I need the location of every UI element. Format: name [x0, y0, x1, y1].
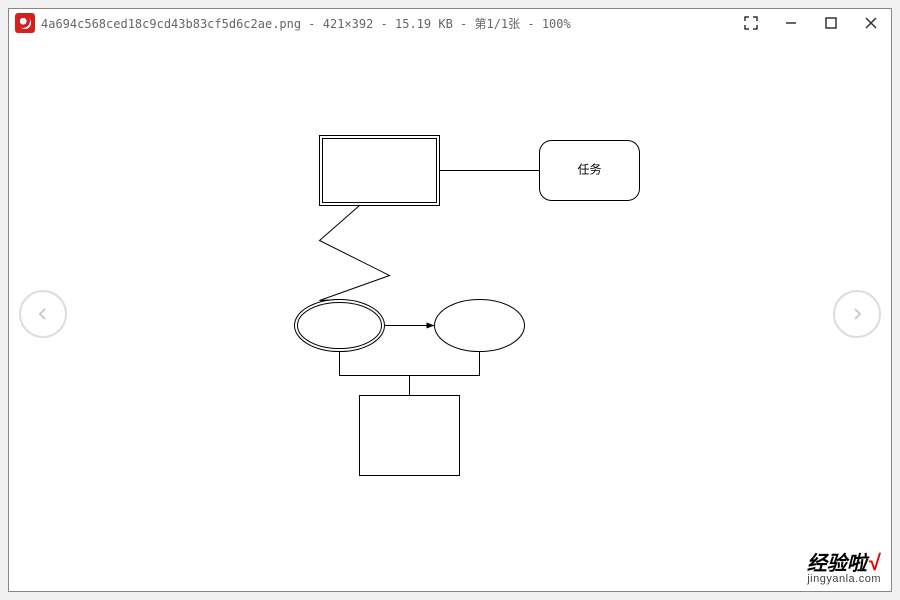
prev-image-button[interactable]	[19, 290, 67, 338]
watermark-check-icon: √	[869, 550, 881, 575]
svg-text:任务: 任务	[577, 162, 601, 177]
app-icon	[15, 13, 35, 33]
maximize-button[interactable]	[811, 9, 851, 37]
close-icon	[864, 16, 878, 30]
close-button[interactable]	[851, 9, 891, 37]
content-area: 任务 经验啦√ jingyanla.com	[9, 37, 891, 591]
window-title: 4a694c568ced18c9cd43b83cf5d6c2ae.png - 4…	[41, 15, 571, 32]
watermark-text: 经验啦	[807, 553, 867, 575]
fullscreen-icon	[744, 16, 758, 30]
maximize-icon	[824, 16, 838, 30]
image-viewer-window: 4a694c568ced18c9cd43b83cf5d6c2ae.png - 4…	[8, 8, 892, 592]
minimize-button[interactable]	[771, 9, 811, 37]
image-canvas: 任务	[240, 116, 661, 513]
titlebar: 4a694c568ced18c9cd43b83cf5d6c2ae.png - 4…	[9, 9, 891, 37]
flowchart-diagram: 任务	[240, 116, 661, 508]
minimize-icon	[784, 16, 798, 30]
chevron-left-icon	[35, 306, 51, 322]
chevron-right-icon	[849, 306, 865, 322]
fullscreen-button[interactable]	[731, 9, 771, 37]
watermark: 经验啦√ jingyanla.com	[807, 552, 881, 585]
watermark-url: jingyanla.com	[807, 574, 881, 585]
next-image-button[interactable]	[833, 290, 881, 338]
